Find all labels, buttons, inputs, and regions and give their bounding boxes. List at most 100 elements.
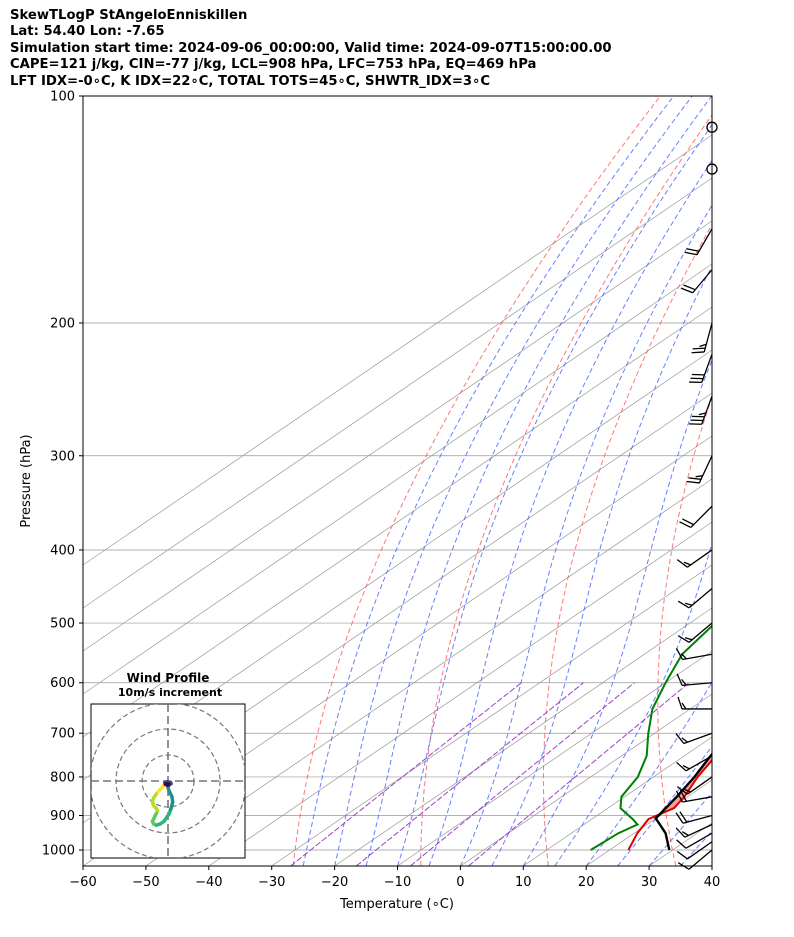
- temperature-line: [627, 758, 712, 851]
- wind-barb: [684, 228, 713, 256]
- barb-feather: [695, 475, 703, 478]
- moist-adiabat-line: [459, 204, 712, 866]
- hodograph-subtitle: 10m/s increment: [118, 686, 222, 699]
- barb-staff: [690, 505, 713, 528]
- barb-feather: [677, 635, 690, 643]
- moist-adiabat-line: [491, 265, 712, 866]
- barb-feather: [679, 811, 688, 823]
- profiles: [590, 624, 712, 851]
- barb-staff: [682, 682, 713, 687]
- wind-barb: [676, 832, 713, 849]
- cin-area: [650, 757, 712, 819]
- hodograph-trace-segment: [164, 781, 171, 786]
- isotherm-line: [523, 736, 712, 866]
- wind-barb: [677, 696, 712, 710]
- barb-feather: [684, 637, 693, 641]
- wind-barb: [677, 622, 713, 643]
- isotherm-line: [271, 564, 712, 866]
- wind-barb: [676, 755, 713, 772]
- dry-adiabat-line: [765, 96, 794, 866]
- barb-feather: [681, 737, 688, 743]
- wind-barb: [675, 823, 713, 838]
- y-tick-label: 700: [50, 727, 75, 742]
- y-tick-label: 100: [50, 90, 75, 105]
- isotherm-line: [397, 650, 712, 866]
- wind-barb: [675, 732, 713, 745]
- moist-adiabat-line: [302, 96, 675, 866]
- mixing-ratio-line: [468, 682, 690, 866]
- wind-barb: [689, 395, 713, 425]
- barb-feather: [677, 600, 690, 609]
- barb-staff: [687, 549, 713, 568]
- barb-feather: [699, 343, 707, 348]
- axes: −60 −50 −40 −30 −20 −10 0 10 20 30 40 1000 900 800 700…: [42, 90, 720, 891]
- wind-barb: [677, 588, 713, 609]
- isotherm-line: [586, 779, 712, 866]
- x-tick-label: −30: [258, 875, 285, 890]
- dry-adiabat-line: [542, 223, 712, 866]
- barb-feather: [681, 831, 689, 837]
- moist-adiabat-line: [428, 159, 712, 866]
- barb-feather: [686, 480, 700, 484]
- isotherm-line: [334, 607, 712, 866]
- hodograph-plot: [91, 704, 245, 858]
- wind-barbs: [675, 121, 718, 870]
- barb-staff: [687, 841, 713, 860]
- barb-feather: [681, 702, 687, 710]
- barb-feather: [682, 518, 694, 526]
- cape-line: CAPE=121 j/kg, CIN=-77 j/kg, LCL=908 hPa…: [10, 57, 537, 73]
- barb-staff: [701, 353, 713, 383]
- x-tick-label: −10: [384, 875, 411, 890]
- wind-barb: [675, 789, 713, 803]
- x-tick-label: −60: [69, 875, 96, 890]
- y-axis-label: Pressure (hPa): [19, 434, 34, 527]
- isotherm-line: [208, 521, 712, 866]
- wind-barb: [676, 549, 713, 568]
- isotherm-line: [83, 220, 712, 652]
- barb-staff: [696, 228, 713, 256]
- isotherm-line: [83, 134, 712, 566]
- moist-adiabat-line: [522, 358, 712, 866]
- barb-feather: [691, 351, 705, 354]
- barb-feather: [686, 248, 700, 252]
- isotherm-line: [711, 865, 712, 866]
- moist-adiabat-line: [397, 124, 712, 866]
- barb-staff: [701, 395, 713, 425]
- barb-feather: [684, 251, 698, 256]
- wind-barb: [689, 353, 713, 384]
- moist-adiabat-line: [711, 865, 712, 866]
- mixing-ratio-line: [410, 682, 635, 866]
- barb-staff: [687, 776, 713, 795]
- barb-staff: [682, 814, 713, 824]
- dry-adiabat-line: [292, 96, 661, 866]
- wind-barb: [686, 455, 713, 484]
- moist-adiabat-line: [680, 830, 712, 866]
- barb-staff: [683, 732, 713, 745]
- barb-feather: [680, 287, 693, 294]
- mixing-ratio-line: [290, 682, 522, 866]
- parcel-line: [654, 752, 712, 851]
- x-tick-label: −20: [321, 875, 348, 890]
- barb-staff: [692, 269, 713, 294]
- y-tick-label: 900: [50, 809, 75, 824]
- wind-barb: [676, 673, 713, 687]
- wind-barb: [675, 811, 713, 824]
- barb-feather: [683, 561, 691, 566]
- barb-feather: [684, 602, 693, 606]
- hodograph-title: Wind Profile: [127, 671, 210, 685]
- x-tick-label: −40: [195, 875, 222, 890]
- isotherm-line: [648, 822, 712, 866]
- barb-staff: [703, 322, 713, 353]
- moist-adiabat-line: [554, 541, 712, 866]
- wind-barb: [676, 776, 713, 795]
- y-tick-label: 500: [50, 617, 75, 632]
- wind-barb: [680, 269, 713, 294]
- moist-adiabat-line: [365, 96, 712, 866]
- barb-staff: [688, 622, 713, 643]
- y-tick-label: 1000: [42, 844, 75, 859]
- isotherm-line: [83, 435, 712, 866]
- barb-staff: [698, 455, 713, 484]
- barb-staff: [688, 588, 713, 609]
